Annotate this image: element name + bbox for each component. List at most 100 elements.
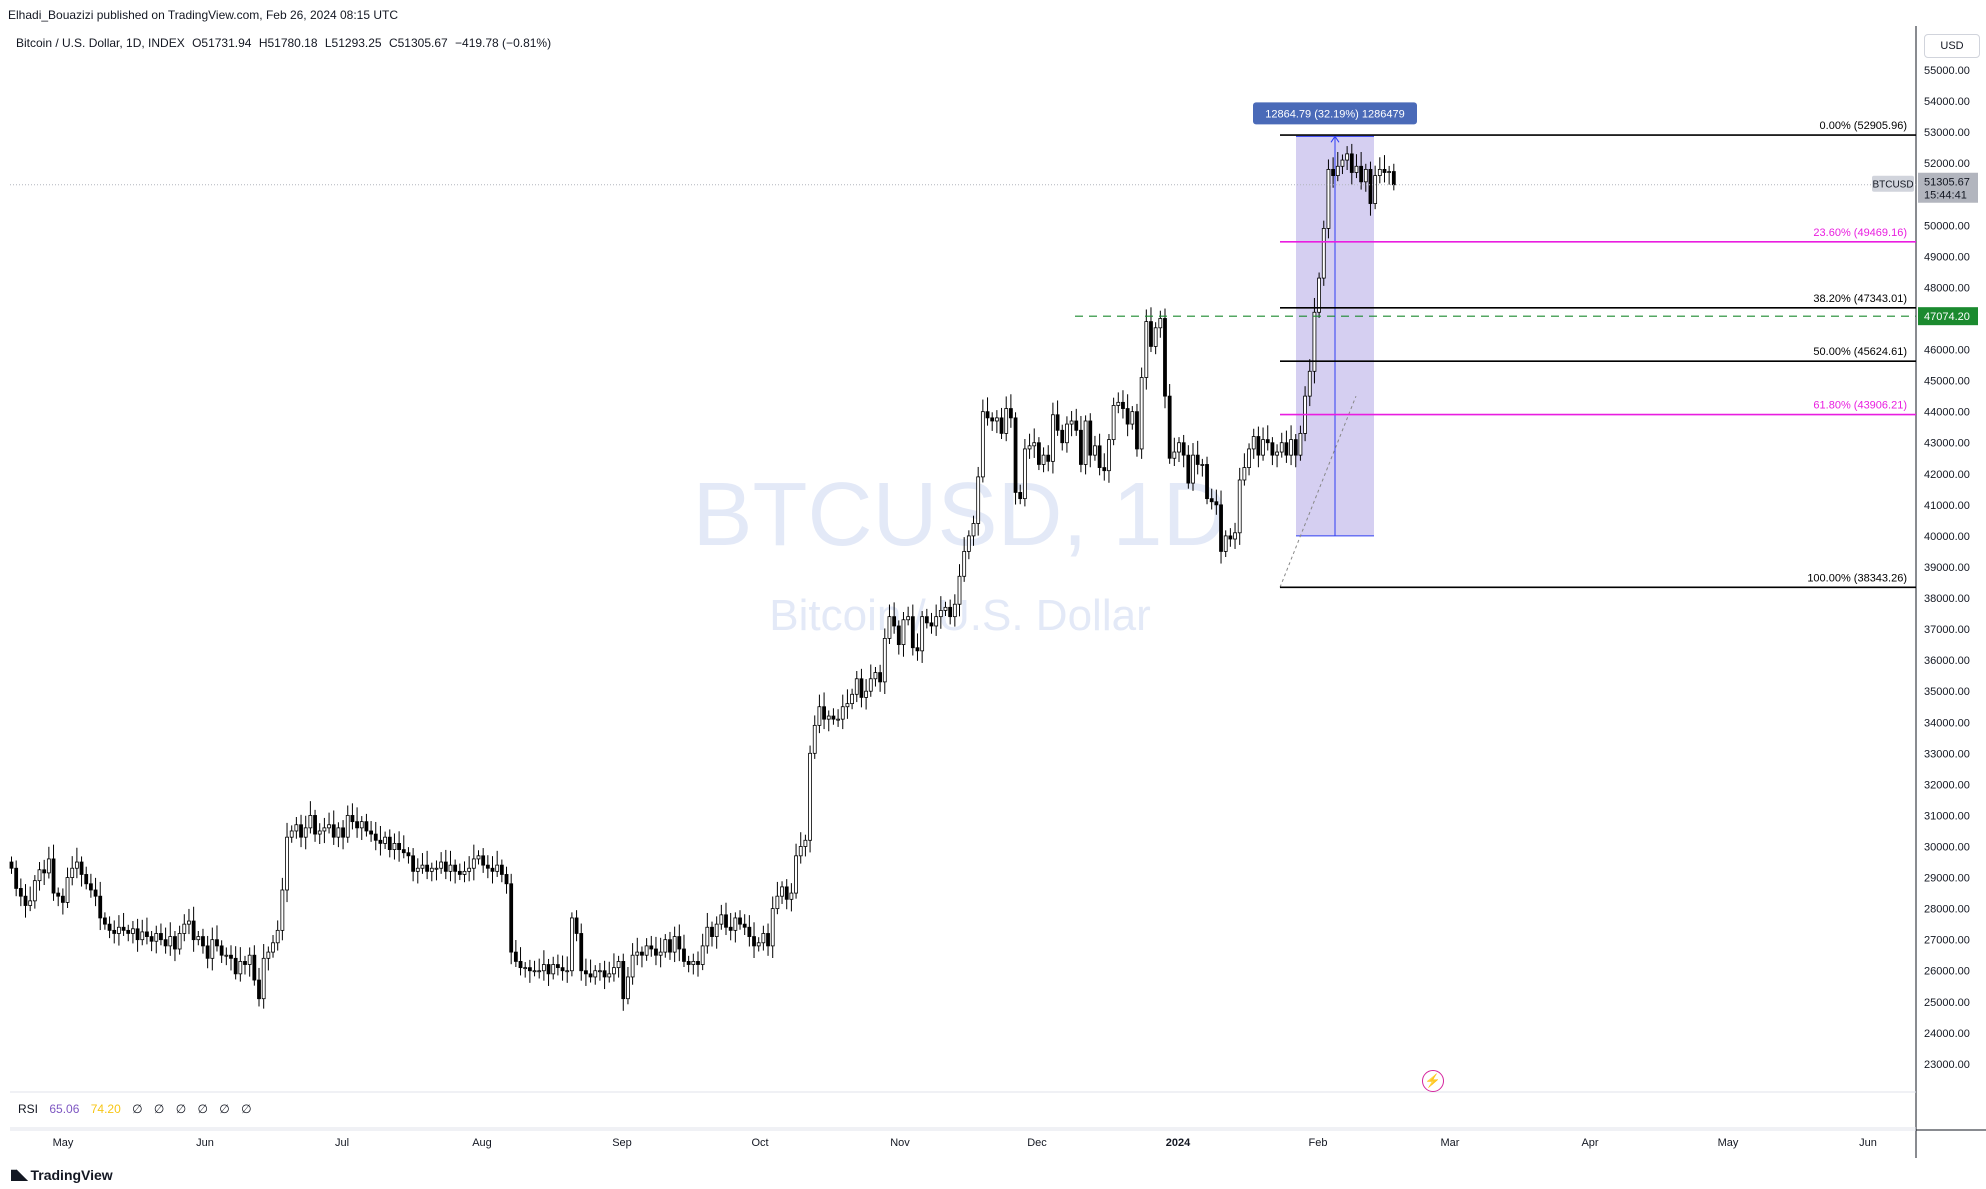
- candle-down: [145, 931, 149, 937]
- candle-up: [168, 936, 173, 947]
- lightning-icon[interactable]: ⚡: [1422, 1070, 1444, 1092]
- candle-up: [1172, 451, 1177, 459]
- candle-down: [355, 821, 359, 829]
- candle-down: [135, 928, 140, 941]
- current-price-value: 51305.67: [1924, 177, 1970, 189]
- candle-up: [1223, 535, 1228, 552]
- candle-down: [1359, 165, 1364, 183]
- y-tick-label: 31000.00: [1924, 810, 1970, 822]
- candle-up: [289, 830, 294, 838]
- candle-down: [364, 821, 369, 832]
- y-tick-label: 27000.00: [1924, 935, 1970, 947]
- y-tick-label: 50000.00: [1924, 220, 1970, 232]
- candle-down: [640, 951, 644, 956]
- candle-up: [46, 858, 51, 874]
- candle-down: [490, 867, 495, 872]
- symbol-name[interactable]: Bitcoin / U.S. Dollar, 1D, INDEX: [16, 36, 185, 50]
- candle-up: [551, 964, 556, 975]
- y-tick-label: 30000.00: [1924, 842, 1970, 854]
- price-axis[interactable]: 55000.0054000.0053000.0052000.0051000.00…: [1924, 65, 1970, 1071]
- candle-down: [103, 917, 107, 925]
- candle-up: [845, 703, 850, 708]
- candle-down: [1149, 321, 1153, 347]
- candle-down: [1186, 454, 1191, 484]
- candle-down: [822, 706, 826, 720]
- currency-button[interactable]: USD: [1924, 34, 1980, 58]
- symbol-legend: Bitcoin / U.S. Dollar, 1D, INDEX O51731.…: [16, 36, 555, 50]
- x-tick-label: Sep: [612, 1137, 632, 1149]
- candle-down: [299, 824, 303, 838]
- candle-up: [700, 945, 705, 965]
- y-tick-label: 26000.00: [1924, 966, 1970, 978]
- candle-up: [1363, 168, 1368, 183]
- candle-up: [817, 706, 822, 726]
- candle-down: [509, 883, 514, 953]
- candle-down: [425, 864, 430, 872]
- y-tick-label: 35000.00: [1924, 686, 1970, 698]
- candle-up: [812, 724, 817, 754]
- candle-up: [691, 961, 696, 965]
- candle-up: [187, 920, 191, 925]
- candle-down: [1209, 498, 1214, 503]
- candle-up: [37, 869, 42, 882]
- x-tick-label: Jun: [1859, 1137, 1877, 1149]
- candle-up: [462, 870, 467, 875]
- candle-down: [88, 883, 93, 891]
- time-axis[interactable]: May Jun Jul Aug Sep Oct Nov Dec 2024 Feb Mar Apr May…: [53, 1137, 1877, 1149]
- x-tick-label: Oct: [751, 1137, 768, 1149]
- candle-up: [154, 933, 159, 942]
- candle-down: [574, 917, 579, 934]
- y-tick-label: 32000.00: [1924, 779, 1970, 791]
- candle-up: [994, 417, 999, 422]
- candle-up: [756, 942, 761, 947]
- candle-down: [710, 926, 714, 937]
- candle-up: [873, 672, 878, 680]
- candle-up: [663, 939, 668, 953]
- symbol-tag-label: BTCUSD: [1872, 180, 1913, 191]
- candle-up: [1321, 228, 1326, 279]
- candle-up: [308, 815, 313, 829]
- candle-down: [654, 948, 658, 956]
- candle-up: [733, 917, 738, 931]
- candle-up: [798, 846, 803, 857]
- candle-up: [1116, 401, 1121, 406]
- candle-up: [275, 929, 280, 944]
- candle-up: [672, 936, 677, 953]
- x-tick-label: Dec: [1027, 1137, 1047, 1149]
- candle-down: [411, 855, 416, 872]
- candle-up: [1307, 370, 1312, 397]
- fib-level-label: 100.00% (38343.26): [1807, 572, 1907, 584]
- candle-up: [261, 957, 266, 1000]
- candle-down: [1102, 467, 1107, 472]
- fib-retracement[interactable]: 0.00% (52905.96) 23.60% (49469.16) 38.20% …: [1280, 120, 1916, 589]
- candle-down: [915, 647, 920, 652]
- x-tick-label: Apr: [1581, 1137, 1598, 1149]
- candle-down: [18, 888, 23, 897]
- fib-level-label: 38.20% (47343.01): [1813, 293, 1907, 305]
- candle-down: [126, 929, 131, 934]
- candle-down: [1270, 442, 1275, 456]
- rsi-label[interactable]: RSI: [18, 1102, 39, 1116]
- bar-countdown: 15:44:41: [1924, 190, 1967, 202]
- candle-up: [864, 690, 869, 698]
- candle-up: [70, 867, 75, 878]
- measure-tool[interactable]: 12864.79 (32.19%) 1286479: [1253, 102, 1417, 588]
- candle-up: [1335, 165, 1340, 177]
- candle-down: [579, 933, 584, 972]
- candle-up: [882, 637, 887, 683]
- candle-down: [23, 895, 28, 906]
- rsi-extra-3: ∅: [175, 1102, 187, 1116]
- y-tick-label: 38000.00: [1924, 593, 1970, 605]
- candle-up: [1107, 439, 1111, 472]
- candle-down: [752, 936, 756, 947]
- candle-down: [373, 833, 378, 841]
- candle-up: [850, 693, 854, 705]
- candle-up: [803, 839, 808, 847]
- candle-down: [9, 861, 14, 869]
- candle-down: [602, 970, 607, 978]
- footer-brand[interactable]: ▮◣ TradingView: [10, 1166, 113, 1183]
- candle-up: [1027, 445, 1032, 450]
- candle-up: [1345, 153, 1350, 161]
- y-tick-label: 23000.00: [1924, 1059, 1970, 1071]
